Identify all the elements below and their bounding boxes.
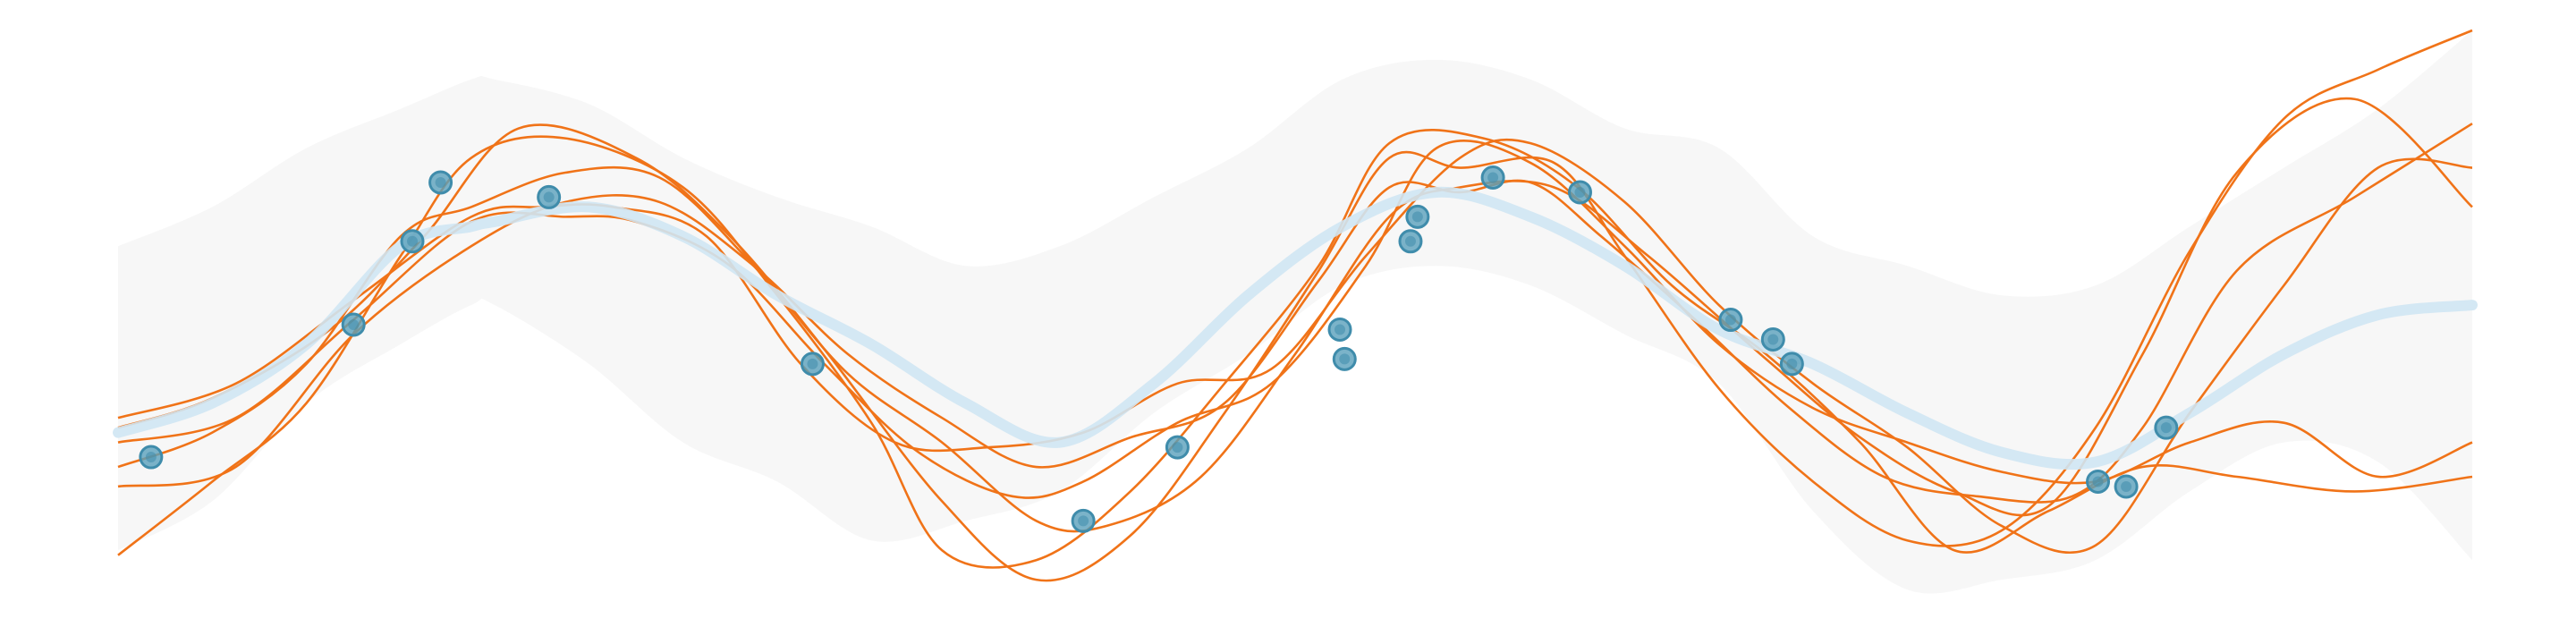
observation-point	[1405, 204, 1430, 229]
observation-point-core	[1404, 235, 1416, 247]
observation-point-core	[407, 235, 418, 247]
observation-point	[428, 170, 453, 195]
observation-point-core	[543, 191, 555, 203]
observation-point-core	[1487, 172, 1499, 183]
observation-point	[1332, 346, 1357, 371]
mean-layer	[113, 186, 2478, 470]
observation-point-core	[1078, 515, 1089, 527]
observation-point-core	[807, 358, 818, 369]
observation-point-core	[2160, 422, 2172, 434]
observation-point	[1567, 180, 1592, 205]
points-layer	[139, 165, 2179, 533]
observation-point	[1779, 352, 1804, 377]
sample-line-1	[117, 140, 2473, 499]
observation-point	[2114, 474, 2139, 499]
sample-line-6	[117, 29, 2473, 582]
observation-point-core	[348, 319, 360, 330]
observation-point	[800, 352, 825, 377]
observation-point-core	[145, 452, 157, 463]
observation-point	[1480, 165, 1505, 190]
observation-point	[1165, 435, 1190, 460]
sample-line-5	[117, 123, 2473, 504]
observation-point	[2086, 469, 2111, 494]
observation-point	[139, 445, 164, 470]
observation-point	[1718, 308, 1743, 333]
observation-point-core	[1724, 314, 1736, 326]
mean-line	[113, 186, 2478, 470]
observation-point	[537, 184, 562, 209]
observation-point-core	[1767, 334, 1779, 345]
observation-point	[2154, 415, 2179, 440]
observation-point	[400, 229, 425, 254]
observation-point-core	[1786, 358, 1798, 369]
observation-point	[1071, 508, 1096, 533]
observation-point-core	[1574, 186, 1586, 198]
observation-point-core	[1411, 211, 1423, 223]
observation-point-core	[1335, 324, 1346, 335]
observation-point	[1398, 229, 1423, 254]
observation-point	[1760, 326, 1785, 352]
observation-point-core	[435, 176, 446, 188]
observation-point-core	[2121, 480, 2132, 492]
observation-point	[1327, 317, 1352, 342]
observation-point-core	[2092, 476, 2104, 487]
sample-line-4	[117, 129, 2473, 569]
observation-point-core	[1172, 442, 1183, 453]
observation-point-core	[1339, 353, 1351, 365]
observation-point	[341, 312, 366, 337]
